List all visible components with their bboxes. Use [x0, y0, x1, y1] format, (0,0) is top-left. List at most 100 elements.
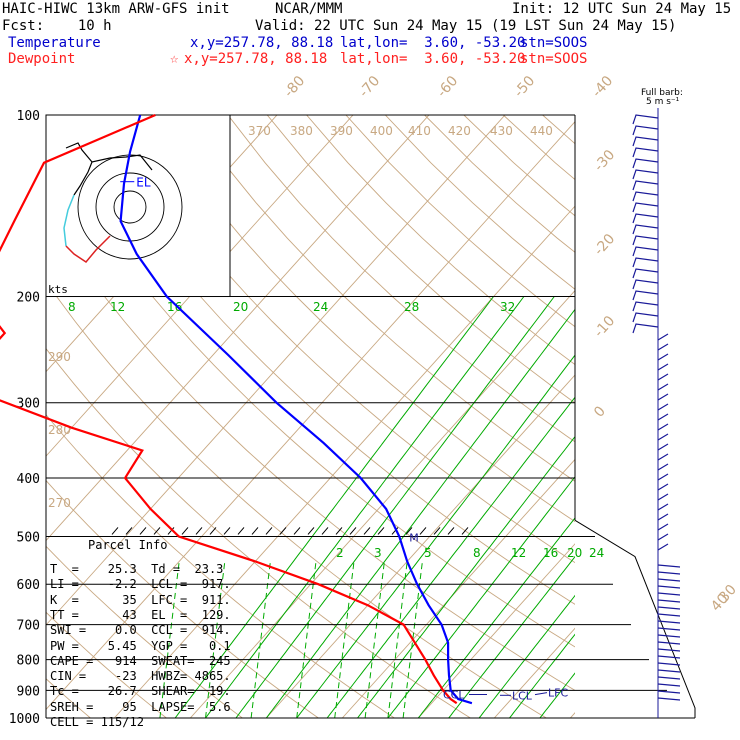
wind-barb	[657, 373, 669, 381]
wind-barb	[632, 312, 659, 323]
isotherm-line	[113, 205, 575, 718]
wind-barb	[657, 627, 681, 631]
isotherm-line	[46, 115, 506, 626]
mixing-ratio-label: 5	[424, 546, 432, 560]
isotherm-line	[46, 120, 575, 711]
wind-barb	[657, 641, 681, 645]
isobar-tick-mark	[125, 527, 133, 535]
wind-barb	[657, 523, 669, 531]
isotherm-label: -70	[356, 73, 383, 101]
isobar-tick-mark	[237, 527, 245, 535]
parcel-info-row: CIN = -23 HWBZ= 4865.	[50, 669, 231, 684]
wind-barb	[632, 114, 659, 125]
dry-adiabat-label: 410	[408, 124, 431, 138]
dry-adiabat-label: 390	[330, 124, 353, 138]
frame-right-skew	[574, 519, 696, 718]
mixing-ratio-label: 20	[233, 300, 248, 314]
chart-header: HAIC-HIWC 13km ARW-GFS init NCAR/MMM Ini…	[0, 0, 740, 70]
dewpoint-latlon: lat,lon= 3.60, -53.20	[340, 51, 526, 67]
isotherm-label: -60	[434, 73, 461, 101]
isobar-tick-mark	[209, 527, 217, 535]
sounding-series	[0, 113, 473, 705]
isobar-tick-mark	[461, 527, 469, 535]
wind-barb	[632, 279, 659, 290]
mixing-ratio-line	[334, 561, 355, 718]
wind-barb	[632, 224, 659, 235]
m-marker-label: M	[409, 531, 419, 544]
mixing-ratio-line	[296, 561, 317, 718]
isotherm-line	[341, 458, 575, 718]
mixing-ratio-label: 24	[589, 546, 604, 560]
parcel-info-row: T = 25.3 Td = 23.3	[50, 562, 224, 576]
wind-barb	[632, 180, 659, 191]
isotherm-line	[493, 627, 575, 718]
isotherm-label: -40	[589, 73, 616, 101]
temperature-xy: x,y=257.78, 88.18	[190, 35, 334, 51]
dry-adiabat-label: 440	[530, 124, 553, 138]
isobar-tick-mark	[391, 527, 399, 535]
wind-barb	[632, 158, 659, 169]
mixing-ratio-line	[364, 561, 385, 718]
mixing-ratio-line	[387, 561, 408, 718]
lcl-label: LCL	[512, 689, 533, 702]
parcel-level-annotations: EL M CCL LCL LFC	[120, 176, 568, 702]
lfc-label: LFC	[548, 687, 568, 700]
temperature-station: stn=SOOS	[520, 35, 588, 51]
mixing-ratio-label: 24	[313, 300, 328, 314]
lfc-marker-line	[534, 692, 548, 696]
isobar-tick-mark	[405, 527, 413, 535]
mixing-ratio-line	[159, 561, 180, 718]
el-label: EL	[136, 176, 151, 190]
dry-adiabat-line	[46, 611, 167, 718]
dry-adiabat-line	[306, 115, 575, 366]
dry-adiabat-label: 270	[48, 496, 71, 510]
wind-barb	[632, 147, 659, 158]
isobar-tick-mark	[307, 527, 315, 535]
init-time: Init: 12 UTC Sun 24 May 15	[512, 1, 732, 17]
dry-adiabat-line	[46, 479, 319, 718]
wind-barb	[657, 343, 669, 351]
mixing-ratio-label: 28	[404, 300, 419, 314]
isotherm-label: -30	[591, 147, 618, 175]
hodograph-trace-cyan	[63, 194, 75, 247]
dewpoint-label: Dewpoint	[8, 51, 76, 67]
pressure-tick-label: 800	[17, 654, 40, 669]
wind-barb	[657, 363, 669, 371]
organization: NCAR/MMM	[275, 1, 343, 17]
pressure-tick-label: 900	[17, 684, 40, 699]
wind-barb	[632, 257, 659, 268]
isobar-tick-mark	[377, 527, 385, 535]
parcel-info-row: Tc = 26.7 SHEAR= 19.	[50, 684, 231, 699]
mixing-ratio-label: 12	[110, 300, 125, 314]
moist-adiabat-line	[235, 296, 555, 718]
dewpoint-xy: x,y=257.78, 88.18	[184, 51, 328, 67]
moist-adiabat-line	[539, 672, 575, 718]
wind-barb	[657, 503, 669, 511]
wind-barb	[632, 290, 659, 301]
dry-adiabat-line	[46, 414, 395, 718]
wind-barb	[657, 613, 681, 617]
ccl-label: CCL	[443, 688, 465, 701]
hodograph-trace-upper	[65, 142, 153, 171]
wind-barb	[657, 669, 681, 673]
isobar-tick-mark	[335, 527, 343, 535]
wind-barb	[657, 403, 669, 411]
wind-barb	[657, 443, 669, 451]
wind-barb	[657, 634, 681, 638]
isotherm-label: -80	[281, 73, 308, 101]
isotherm-line	[265, 374, 575, 718]
mixing-ratio-label: 20	[567, 546, 582, 560]
pressure-tick-label: 200	[17, 291, 40, 306]
moist-adiabat-line	[205, 296, 525, 718]
dry-adiabat-label: 290	[48, 350, 71, 364]
wind-barb	[657, 578, 681, 582]
dry-adiabat-line	[227, 115, 575, 443]
valid-time: Valid: 22 UTC Sun 24 May 15 (19 LST Sun …	[255, 18, 677, 34]
mixing-ratio-line	[205, 561, 226, 718]
wind-barb	[657, 564, 681, 568]
temperature-profile	[119, 114, 473, 705]
wind-barb	[657, 333, 669, 341]
isotherm-lines	[46, 115, 575, 718]
dewpoint-profile	[0, 113, 458, 705]
